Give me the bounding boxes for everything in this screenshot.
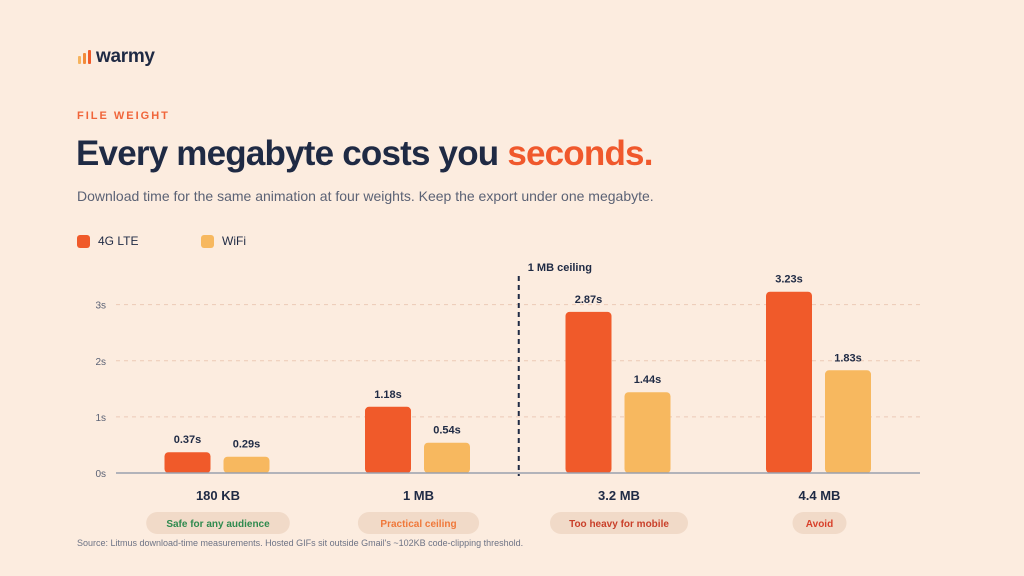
bar-wifi [624, 392, 671, 473]
y-tick-label: 0s [95, 469, 106, 480]
legend-swatch-lte [77, 234, 90, 248]
brand-name: warmy [96, 46, 155, 67]
title-main: Every megabyte costs you [76, 134, 508, 173]
data-label: 2.87s [575, 294, 603, 306]
data-label: 1.44s [634, 374, 662, 386]
category-badge-label: Avoid [806, 519, 833, 530]
legend-label-lte: 4G LTE [98, 234, 139, 248]
category-badge-label: Too heavy for mobile [569, 519, 669, 530]
bar-wifi [424, 442, 470, 473]
legend-label-wifi: WiFi [222, 234, 246, 248]
data-label: 3.23s [775, 274, 803, 286]
source-note: Source: Litmus download-time measurement… [77, 538, 524, 548]
brand-logo: warmy [78, 46, 155, 68]
y-tick-label: 3s [95, 301, 106, 312]
category-badge-label: Practical ceiling [380, 519, 456, 530]
data-label: 0.37s [174, 434, 202, 446]
page-subtitle: Download time for the same animation at … [77, 188, 654, 204]
eyebrow-label: FILE WEIGHT [77, 110, 170, 122]
y-tick-label: 1s [95, 413, 106, 424]
data-label: 1.83s [834, 352, 862, 364]
legend-swatch-wifi [201, 234, 214, 248]
legend-item-lte: 4G LTE [77, 234, 201, 248]
bar-wifi [825, 370, 871, 473]
category-badge [792, 512, 847, 534]
bar-lte [766, 291, 812, 473]
x-tick-label: 1 MB [403, 488, 434, 503]
category-badge [550, 512, 688, 534]
category-badge [146, 512, 290, 534]
category-badge [357, 512, 480, 534]
legend-item-wifi: WiFi [201, 234, 325, 248]
data-label: 0.29s [233, 439, 261, 451]
bar-lte [365, 406, 411, 473]
x-tick-label: 3.2 MB [598, 488, 640, 503]
data-label: 1.18s [374, 389, 402, 401]
title-accent: seconds. [507, 134, 653, 173]
x-tick-label: 4.4 MB [799, 488, 841, 503]
bars-logo-icon [78, 50, 91, 64]
y-tick-label: 2s [95, 357, 106, 368]
x-tick-label: 180 KB [196, 488, 240, 503]
ceiling-annotation: 1 MB ceiling [528, 262, 592, 274]
data-label: 0.54s [433, 425, 461, 437]
page-title: Every megabyte costs you seconds. [76, 134, 653, 174]
bar-lte [565, 311, 612, 473]
chart-legend: 4G LTE WiFi [77, 234, 325, 248]
category-badge-label: Safe for any audience [166, 519, 270, 530]
bar-lte [164, 452, 211, 473]
bar-wifi [223, 456, 270, 473]
